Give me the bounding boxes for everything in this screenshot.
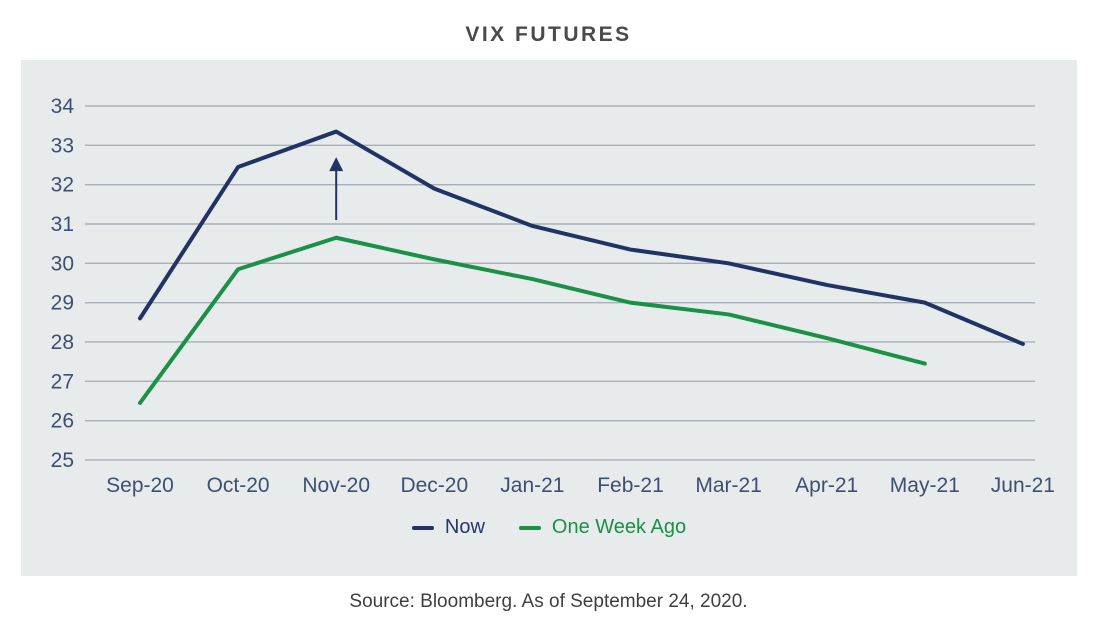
y-tick-label: 32 [51, 174, 74, 197]
y-tick-label: 31 [51, 213, 74, 236]
up-arrow-head [329, 157, 344, 172]
y-tick-label: 33 [51, 134, 74, 157]
x-tick-label: Jun-21 [991, 474, 1055, 497]
x-tick-label: Apr-21 [795, 474, 858, 497]
y-tick-label: 25 [51, 449, 74, 472]
legend-label-one-week-ago: One Week Ago [551, 516, 687, 538]
chart-legend: Now One Week Ago [21, 516, 1077, 539]
one-week-ago-line [138, 235, 927, 405]
x-tick-label: Sep-20 [106, 474, 174, 497]
x-tick-label: Nov-20 [302, 474, 370, 497]
legend-swatch-now [411, 525, 434, 530]
y-tick-label: 34 [51, 95, 75, 118]
y-tick-label: 30 [51, 252, 74, 275]
vix-futures-chart: 34 33 32 31 30 29 28 27 26 25 Sep-20 Oct-20 Nov-20 De… [51, 95, 1055, 497]
chart-title: VIX FUTURES [465, 23, 632, 46]
legend-swatch-one-week-ago [518, 525, 541, 530]
y-tick-label: 28 [51, 331, 74, 354]
legend-item-one-week-ago: One Week Ago [518, 516, 687, 539]
x-tick-label: Feb-21 [597, 474, 664, 497]
x-tick-label: Mar-21 [695, 474, 762, 497]
y-tick-label: 26 [51, 410, 74, 433]
now-line [138, 129, 1025, 346]
x-tick-label: Dec-20 [400, 474, 468, 497]
y-tick-label: 27 [51, 370, 74, 393]
legend-item-now: Now [411, 516, 485, 539]
x-tick-label: Oct-20 [207, 474, 270, 497]
x-tick-label: May-21 [890, 474, 960, 497]
y-tick-label: 29 [51, 292, 74, 315]
chart-panel: 34 33 32 31 30 29 28 27 26 25 Sep-20 Oct-20 Nov-20 De… [21, 60, 1077, 576]
legend-label-now: Now [444, 516, 485, 538]
x-tick-label: Jan-21 [500, 474, 564, 497]
source-note: Source: Bloomberg. As of September 24, 2… [349, 591, 748, 612]
